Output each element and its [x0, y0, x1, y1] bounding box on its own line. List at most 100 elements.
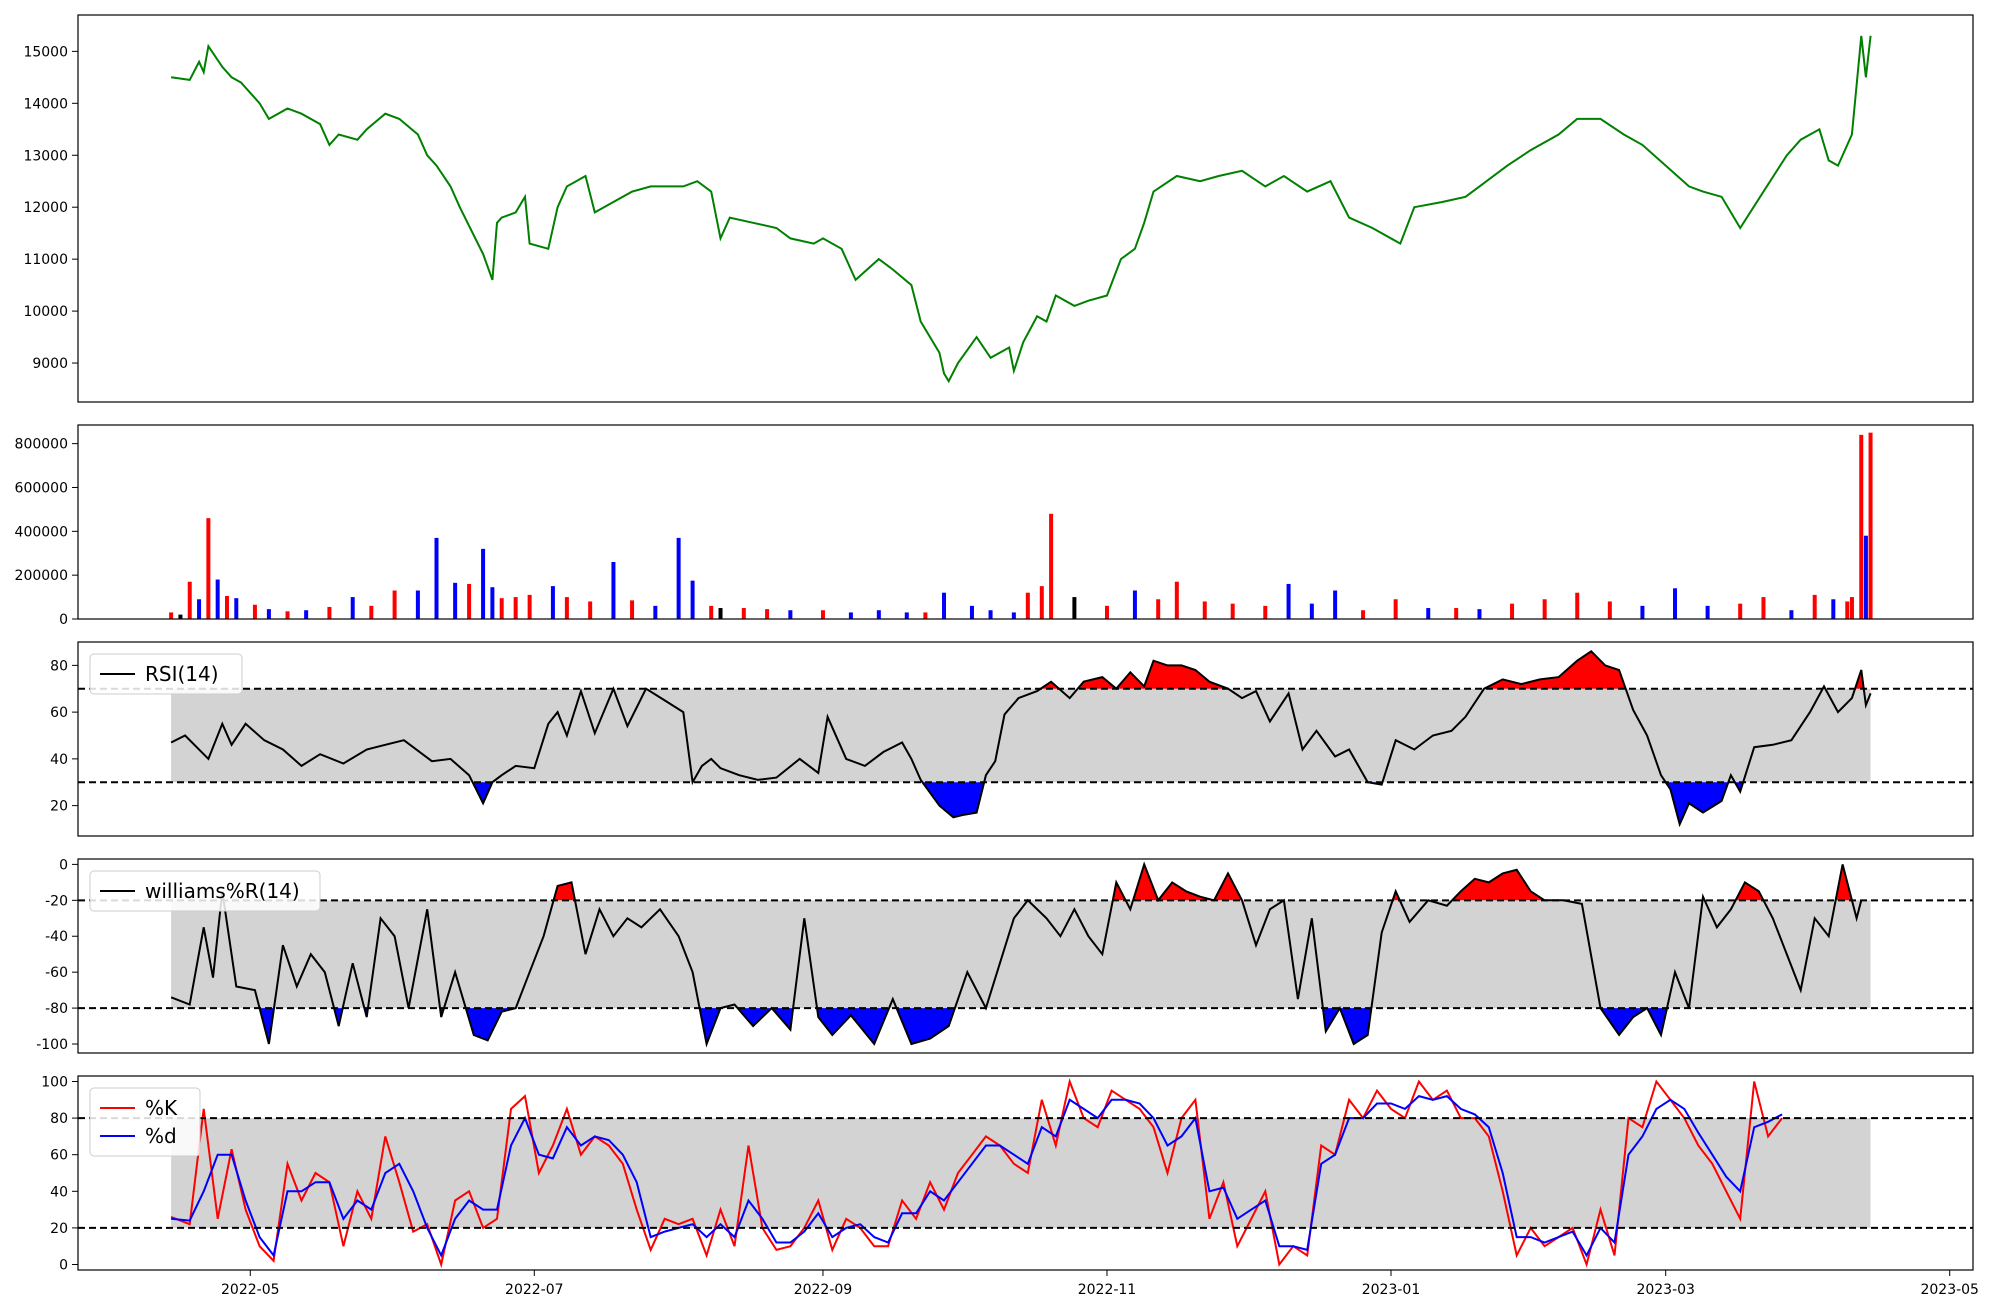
band-fill-williams: [171, 900, 1871, 1009]
volume-bar: [969, 605, 974, 619]
y-tick-label-price: 10000: [23, 304, 68, 320]
axes-frame-rsi: [77, 641, 1974, 837]
volume-bar: [876, 610, 881, 619]
volume-bar: [499, 598, 504, 619]
y-tick-label-price: 12000: [23, 200, 68, 216]
legend-box-williams: [89, 870, 321, 912]
volume-bar: [588, 601, 593, 619]
y-tick-label-stochastic: 100: [41, 1074, 68, 1090]
y-tick-label-williams: -40: [45, 929, 68, 945]
volume-bar: [550, 586, 555, 619]
oversold-fill-williams: [896, 1008, 955, 1044]
volume-bar: [1361, 610, 1366, 619]
volume-bar: [490, 587, 495, 619]
stochastic-d-line: [171, 1094, 1783, 1258]
volume-bar: [1477, 609, 1482, 619]
volume-bar: [820, 610, 825, 619]
volume-bar: [1831, 599, 1836, 619]
volume-bar: [1393, 599, 1398, 619]
volume-bar: [513, 597, 518, 619]
volume-bar: [392, 590, 397, 619]
volume-bar: [1263, 605, 1268, 619]
volume-bar: [187, 581, 192, 619]
axes-frame-volume: [77, 424, 1974, 620]
volume-bar: [1156, 599, 1161, 619]
volume-bar: [1845, 601, 1850, 619]
volume-bar: [467, 583, 472, 619]
volume-bar: [215, 579, 220, 619]
y-tick-label-rsi: 40: [50, 752, 68, 768]
volume-bar: [224, 595, 229, 619]
volume-bar: [1072, 597, 1077, 619]
oversold-fill-williams: [259, 1008, 274, 1044]
volume-bar: [197, 599, 202, 619]
x-tick-label: 2022-07: [505, 1282, 564, 1298]
oversold-fill-rsi: [472, 782, 493, 804]
oversold-fill-williams: [465, 1008, 516, 1041]
band-fill-rsi: [171, 688, 1871, 783]
overbought-fill-williams: [1835, 864, 1852, 901]
volume-bar: [1202, 601, 1207, 619]
x-tick-label: 2023-03: [1636, 1282, 1695, 1298]
y-tick-label-stochastic: 80: [50, 1111, 68, 1127]
oversold-fill-williams: [737, 1008, 772, 1027]
volume-bar: [1510, 603, 1515, 619]
fill-layer: [171, 651, 1871, 1228]
volume-bar: [1132, 590, 1137, 619]
volume-bar: [206, 518, 211, 619]
y-tick-label-stochastic: 40: [50, 1184, 68, 1200]
x-tick-label: 2022-05: [221, 1282, 280, 1298]
volume-bar: [527, 594, 532, 619]
volume-bar: [304, 610, 309, 619]
x-tick-label: 2022-11: [1078, 1282, 1137, 1298]
overbought-fill-williams: [553, 882, 575, 901]
overbought-fill-williams: [1735, 882, 1764, 901]
volume-bar: [611, 562, 616, 619]
overbought-fill-rsi: [1116, 660, 1228, 689]
volume-bar: [415, 590, 420, 619]
volume-bar: [327, 606, 332, 619]
legend-label-williams: williams%R(14): [145, 879, 300, 903]
legend-box-stochastic: [89, 1087, 201, 1157]
legend-label-rsi: RSI(14): [145, 662, 219, 686]
volume-bar: [285, 611, 290, 619]
axes-layer: [72, 14, 1974, 1276]
y-tick-label-stochastic: 20: [50, 1221, 68, 1237]
volume-bar: [481, 548, 486, 619]
volume-bar: [988, 610, 993, 619]
volume-bar: [1849, 597, 1854, 619]
volume-bar: [178, 614, 183, 619]
y-tick-label-volume: 0: [59, 612, 68, 628]
overbought-fill-rsi: [1040, 681, 1060, 689]
volume-bar: [1673, 588, 1678, 619]
axes-frame-price: [77, 14, 1974, 403]
volume-bar: [1859, 434, 1864, 619]
x-tick-label: 2022-09: [794, 1282, 853, 1298]
y-tick-label-rsi: 80: [50, 658, 68, 674]
y-tick-label-williams: -80: [45, 1001, 68, 1017]
x-tick-label: 2023-05: [1920, 1282, 1979, 1298]
volume-bar: [266, 609, 271, 619]
y-tick-label-rsi: 20: [50, 799, 68, 815]
volume-bar: [1309, 603, 1314, 619]
stochastic-k-line: [170, 1078, 1783, 1269]
y-tick-label-rsi: 60: [50, 705, 68, 721]
text-layer: 9000100001100012000130001400015000020000…: [15, 44, 1979, 1298]
volume-bar: [630, 600, 635, 619]
y-tick-label-stochastic: 60: [50, 1148, 68, 1164]
rsi-line: [170, 650, 1872, 828]
volume-bar: [788, 610, 793, 619]
volume-bar: [1286, 583, 1291, 619]
overbought-fill-williams: [1133, 864, 1159, 901]
y-tick-label-price: 13000: [23, 148, 68, 164]
y-tick-label-williams: -60: [45, 965, 68, 981]
volume-bar: [1868, 432, 1873, 619]
y-tick-label-volume: 400000: [15, 524, 68, 540]
volume-bar: [1640, 605, 1645, 619]
y-tick-label-price: 11000: [23, 252, 68, 268]
volume-bar: [690, 580, 695, 619]
volume-bar: [923, 612, 928, 619]
oversold-fill-williams: [1339, 1008, 1372, 1044]
volume-bar: [653, 605, 658, 619]
